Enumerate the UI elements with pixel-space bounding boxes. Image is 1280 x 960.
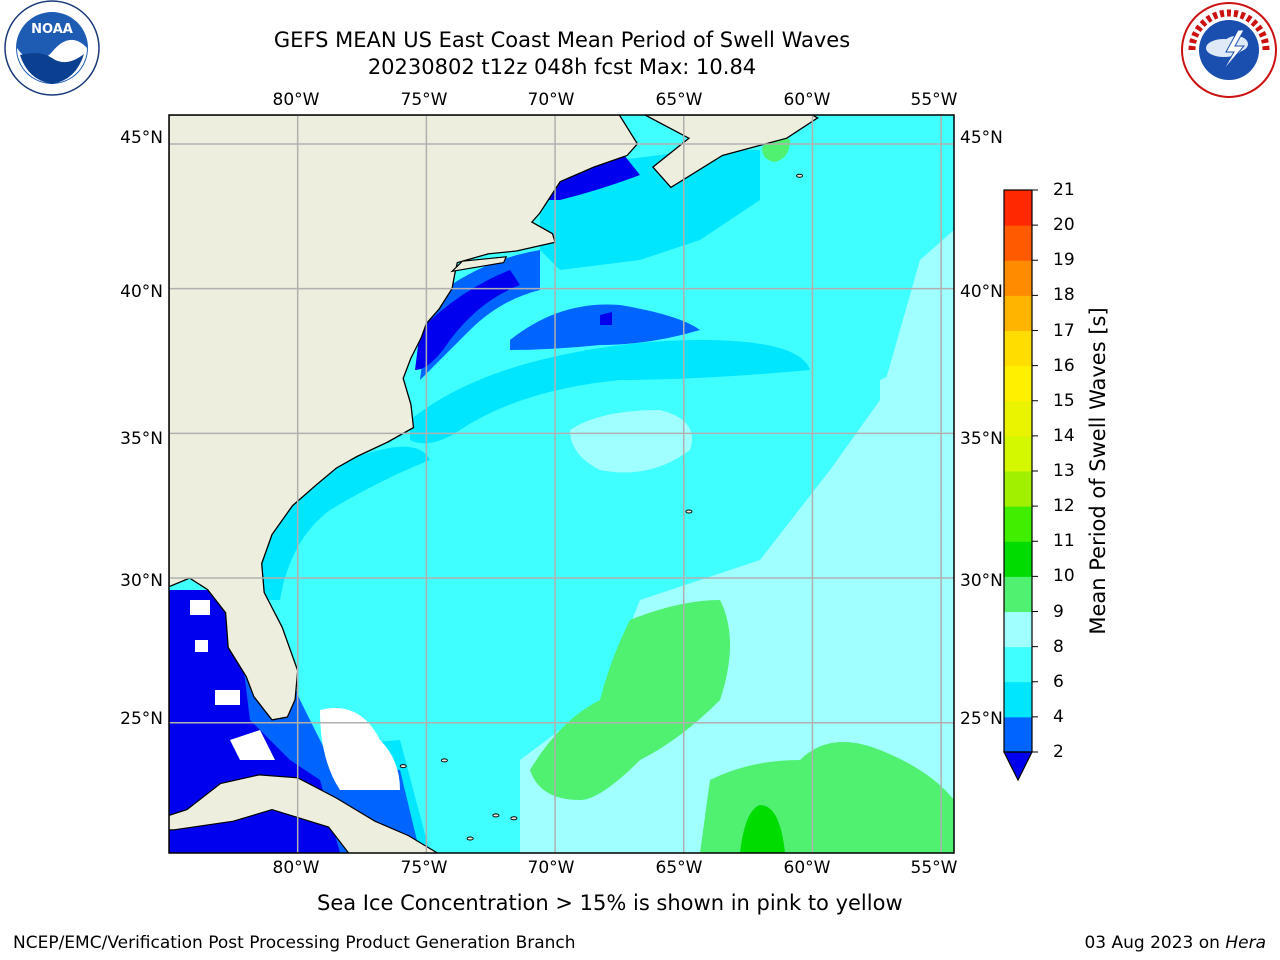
lon-label-top: 75°W	[400, 90, 448, 110]
swell-band-10-11	[740, 805, 785, 853]
land-nova-scotia	[644, 115, 819, 189]
lat-label-right: 25°N	[960, 709, 1003, 729]
colorbar-tick-label: 18	[1053, 285, 1075, 306]
island	[492, 813, 500, 818]
nws-logo	[1181, 2, 1277, 98]
sea-ice-note: Sea Ice Concentration > 15% is shown in …	[317, 891, 903, 915]
swell-band-8-9	[570, 410, 692, 473]
colorbar-tick-label: 14	[1053, 425, 1075, 446]
island	[466, 836, 474, 841]
gridlines	[169, 115, 954, 853]
colorbar-tick-label: 6	[1053, 671, 1064, 692]
colorbar-tick-label: 10	[1053, 566, 1075, 587]
lon-label-bottom: 70°W	[527, 858, 575, 878]
svg-text:NOAA: NOAA	[31, 22, 73, 37]
credit-host: Hera	[1225, 933, 1266, 953]
island	[440, 758, 448, 763]
swell-band-9-10	[530, 600, 730, 800]
masked-region	[215, 690, 240, 705]
colorbar-tick-label: 2	[1053, 742, 1064, 762]
swell-band-4-6	[410, 340, 810, 444]
noaa-logo: NOAA	[4, 0, 100, 96]
lon-label-bottom: 80°W	[272, 858, 320, 878]
colorbar-tick-label: 12	[1053, 496, 1075, 517]
lat-label-left: 25°N	[120, 709, 163, 729]
lon-label-bottom: 65°W	[655, 858, 703, 878]
colorbar-tick-label: 16	[1053, 355, 1075, 376]
colorbar-tick-label: 17	[1053, 320, 1075, 341]
lon-label-bottom: 60°W	[783, 858, 831, 878]
colorbar-tick-label: 4	[1053, 706, 1064, 727]
chart-subtitle: 20230802 t12z 048h fcst Max: 10.84	[367, 55, 757, 79]
lat-label-left: 30°N	[120, 571, 163, 591]
colorbar-tick-label: 11	[1053, 531, 1075, 552]
colorbar-tick-label: 9	[1053, 601, 1064, 622]
island	[399, 764, 407, 769]
swell-band-2-4	[510, 304, 700, 350]
island	[796, 173, 804, 178]
colorbar-tick-label: 8	[1053, 636, 1064, 657]
lon-label-bottom: 55°W	[910, 858, 958, 878]
land-north-america	[169, 115, 639, 721]
colorbar-tick-label: 20	[1053, 215, 1075, 236]
lat-label-right: 45°N	[960, 128, 1003, 148]
lat-label-right: 35°N	[960, 429, 1003, 449]
island	[685, 509, 693, 514]
lat-label-right: 30°N	[960, 571, 1003, 591]
map-field	[169, 115, 954, 853]
land-long-island	[450, 256, 508, 273]
masked-region	[190, 600, 210, 615]
lat-label-left: 35°N	[120, 429, 163, 449]
lat-label-left: 45°N	[120, 128, 163, 148]
chart-title: GEFS MEAN US East Coast Mean Period of S…	[273, 28, 851, 52]
swell-band-below-2	[600, 312, 612, 325]
lon-label-top: 80°W	[272, 90, 320, 110]
map-frame	[168, 114, 955, 854]
colorbar-tick-label: 21	[1053, 180, 1075, 200]
masked-region	[320, 708, 400, 790]
swell-band-below-2	[540, 150, 640, 200]
colorbar-label: Mean Period of Swell Waves [s]	[1086, 307, 1110, 635]
colorbar-tick-label: 15	[1053, 390, 1075, 411]
lat-label-right: 40°N	[960, 282, 1003, 302]
lon-label-top: 60°W	[783, 90, 831, 110]
credit-date: 03 Aug 2023 on Hera	[1084, 933, 1266, 953]
credit-text: NCEP/EMC/Verification Post Processing Pr…	[13, 933, 576, 953]
colorbar-tick-label: 13	[1053, 461, 1075, 481]
masked-region	[230, 730, 275, 760]
island	[510, 816, 518, 821]
masked-region	[195, 640, 208, 652]
land-cuba	[169, 774, 439, 853]
lon-label-top: 55°W	[910, 90, 958, 110]
lon-label-top: 65°W	[655, 90, 703, 110]
swell-band-below-2	[415, 270, 520, 370]
lon-label-top: 70°W	[527, 90, 575, 110]
swell-band-8-9	[880, 370, 954, 520]
lat-label-left: 40°N	[120, 282, 163, 302]
colorbar-tick-label: 19	[1053, 250, 1075, 271]
lon-label-bottom: 75°W	[400, 858, 448, 878]
